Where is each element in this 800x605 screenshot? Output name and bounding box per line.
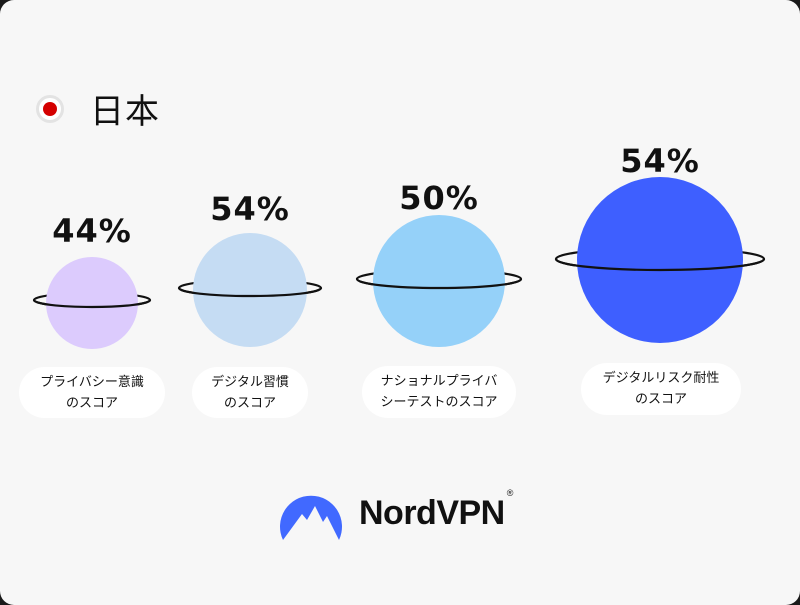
score-digital-risk-resilience: 54%: [620, 142, 700, 180]
brand-name: NordVPN®: [359, 487, 513, 532]
score-digital-habits: 54%: [210, 190, 290, 228]
planet-digital-risk-resilience: [554, 177, 766, 343]
planet-national-privacy-test: [355, 215, 523, 347]
label-digital-habits: デジタル習慣 のスコア: [192, 367, 308, 418]
country-header: 日本: [36, 84, 160, 133]
label-privacy-awareness: プライバシー意識 のスコア: [19, 367, 165, 418]
nordvpn-logo: NordVPN®: [277, 486, 513, 540]
score-privacy-awareness: 44%: [52, 212, 132, 250]
label-national-privacy-test: ナショナルプライバ シーテストのスコア: [362, 366, 516, 418]
planet-digital-habits: [177, 233, 323, 347]
planet-privacy-awareness: [32, 257, 152, 349]
label-digital-risk-resilience: デジタルリスク耐性 のスコア: [581, 363, 741, 415]
score-national-privacy-test: 50%: [399, 179, 479, 217]
japan-flag-icon: [36, 94, 64, 123]
country-name: 日本: [90, 92, 160, 132]
nordvpn-mountain-icon: [280, 495, 342, 540]
